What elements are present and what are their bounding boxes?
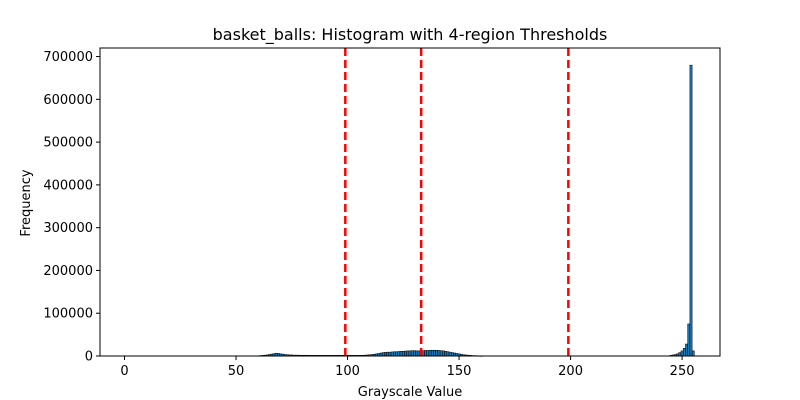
histogram-bar: [381, 352, 385, 357]
y-tick-label: 700000: [43, 50, 93, 65]
histogram-bar: [446, 351, 450, 357]
histogram-bar: [399, 351, 403, 357]
y-tick-label: 300000: [43, 221, 93, 236]
x-tick-label: 150: [447, 364, 472, 379]
x-tick-label: 50: [228, 364, 245, 379]
y-tick-label: 500000: [43, 136, 93, 151]
histogram-bar: [435, 349, 439, 357]
histogram-bar: [444, 351, 448, 357]
x-axis-ticks: 0 50 100 150 200 250: [120, 356, 695, 379]
histogram-bar: [442, 350, 445, 357]
histogram-bar: [687, 323, 691, 357]
x-tick-label: 0: [120, 364, 128, 379]
histogram-bar: [428, 349, 432, 357]
histogram-bar: [689, 64, 693, 357]
histogram-bar: [404, 350, 407, 357]
y-tick-label: 600000: [43, 93, 93, 108]
y-tick-label: 200000: [43, 264, 93, 279]
y-axis-ticks: 0 100000 200000 300000 400000 500000 600000 700…: [43, 50, 100, 365]
chart-title: basket_balls: Histogram with 4-region Th…: [213, 25, 608, 45]
histogram-bar: [384, 352, 387, 357]
x-tick-label: 200: [558, 364, 583, 379]
histogram-bar: [685, 343, 688, 357]
histogram-bar: [390, 351, 394, 357]
threshold-lines: [344, 48, 570, 356]
plot-frame: [99, 47, 721, 357]
histogram-bar: [410, 350, 414, 357]
histogram-bar: [682, 348, 686, 357]
histogram-bar: [680, 350, 684, 357]
histogram-bar: [422, 350, 425, 357]
histogram-bar: [426, 350, 430, 357]
y-tick-label: 0: [85, 350, 93, 365]
histogram-bar: [397, 351, 401, 357]
x-tick-label: 100: [335, 364, 360, 379]
histogram-bar: [424, 350, 427, 357]
histogram-bar: [386, 351, 390, 357]
histogram-bar: [408, 350, 412, 357]
histogram-bar: [417, 350, 421, 357]
histogram-bar: [448, 351, 452, 357]
x-axis-label: Grayscale Value: [358, 385, 462, 400]
y-tick-label: 100000: [43, 307, 93, 322]
histogram-bar: [678, 352, 682, 357]
histogram-bars: [256, 64, 695, 357]
histogram-bar: [395, 351, 398, 357]
histogram-bar: [433, 349, 436, 357]
histogram-bar: [415, 350, 419, 357]
histogram-bar: [401, 351, 405, 357]
y-axis-label: Frequency: [19, 169, 34, 236]
histogram-bar: [691, 350, 695, 357]
histogram-bar: [437, 350, 441, 357]
histogram-bar: [430, 349, 434, 357]
histogram-bar: [406, 350, 410, 357]
histogram-bar: [413, 350, 416, 357]
histogram-bar: [393, 351, 396, 357]
histogram-bar: [388, 351, 392, 357]
y-tick-label: 400000: [43, 178, 93, 193]
x-tick-label: 250: [670, 364, 695, 379]
histogram-bar: [451, 352, 454, 357]
histogram-bar: [439, 350, 443, 357]
